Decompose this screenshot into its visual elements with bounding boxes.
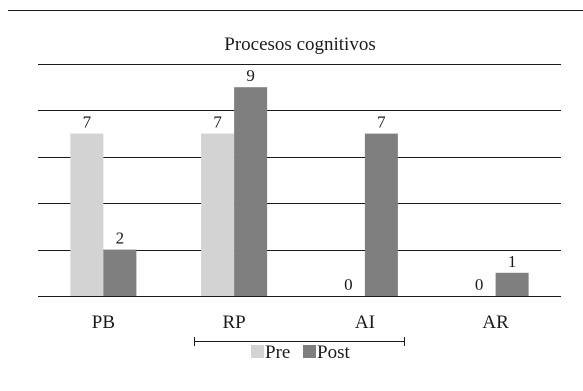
bar-post-rp: [234, 87, 268, 296]
bar-pre-rp: [201, 133, 235, 296]
bar-post-pb: [103, 249, 137, 296]
data-label-post-ar: 1: [508, 252, 517, 271]
data-label-pre-ar: 0: [475, 275, 484, 294]
data-label-post-ai: 7: [377, 113, 386, 132]
bar-post-ar: [495, 272, 529, 296]
legend-pre-swatch: [251, 345, 264, 358]
x-tick-label: PB: [92, 312, 115, 333]
x-tick-label: AR: [482, 312, 509, 333]
data-labels: 7 2 7 9 0 7 0 1: [83, 66, 517, 294]
data-label-pre-rp: 7: [213, 113, 222, 132]
bar-post-ai: [364, 133, 398, 296]
data-label-pre-pb: 7: [83, 113, 92, 132]
x-tick-label: AI: [355, 312, 375, 333]
legend-post-label: Post: [317, 342, 350, 363]
legend-post-swatch: [303, 345, 316, 358]
x-tick-label: RP: [223, 312, 246, 333]
x-tick-labels: PB RP AI AR: [92, 312, 509, 333]
legend: Pre Post: [194, 337, 405, 363]
data-label-pre-ai: 0: [344, 275, 353, 294]
data-label-post-rp: 9: [246, 66, 255, 85]
legend-pre-label: Pre: [265, 342, 290, 363]
data-label-post-pb: 2: [116, 229, 125, 248]
bars: [70, 87, 529, 296]
bar-pre-pb: [70, 133, 104, 296]
chart-title: Procesos cognitivos: [224, 34, 375, 55]
